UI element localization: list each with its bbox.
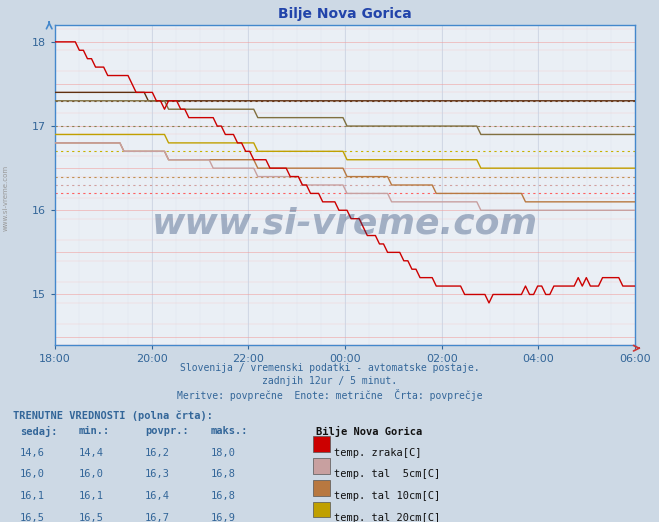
Text: maks.:: maks.: (211, 425, 248, 435)
Text: 16,8: 16,8 (211, 469, 236, 479)
Title: Bilje Nova Gorica: Bilje Nova Gorica (278, 7, 412, 21)
Text: 16,0: 16,0 (20, 469, 45, 479)
Text: temp. tal  5cm[C]: temp. tal 5cm[C] (334, 469, 440, 479)
Text: 16,9: 16,9 (211, 513, 236, 522)
Text: temp. zraka[C]: temp. zraka[C] (334, 447, 422, 457)
Text: www.si-vreme.com: www.si-vreme.com (152, 206, 538, 241)
Text: 18,0: 18,0 (211, 447, 236, 457)
Text: Slovenija / vremenski podatki - avtomatske postaje.: Slovenija / vremenski podatki - avtomats… (180, 363, 479, 373)
Text: 16,0: 16,0 (79, 469, 104, 479)
Text: 16,7: 16,7 (145, 513, 170, 522)
Text: temp. tal 20cm[C]: temp. tal 20cm[C] (334, 513, 440, 522)
Text: 16,8: 16,8 (211, 491, 236, 501)
Text: min.:: min.: (79, 425, 110, 435)
Text: 16,5: 16,5 (20, 513, 45, 522)
Text: 16,3: 16,3 (145, 469, 170, 479)
Text: Bilje Nova Gorica: Bilje Nova Gorica (316, 425, 422, 436)
Text: TRENUTNE VREDNOSTI (polna črta):: TRENUTNE VREDNOSTI (polna črta): (13, 410, 213, 421)
Text: www.si-vreme.com: www.si-vreme.com (2, 165, 9, 231)
Text: 16,4: 16,4 (145, 491, 170, 501)
Text: 14,4: 14,4 (79, 447, 104, 457)
Text: 16,1: 16,1 (20, 491, 45, 501)
Text: Meritve: povprečne  Enote: metrične  Črta: povprečje: Meritve: povprečne Enote: metrične Črta:… (177, 389, 482, 401)
Text: 16,1: 16,1 (79, 491, 104, 501)
Text: 16,5: 16,5 (79, 513, 104, 522)
Text: sedaj:: sedaj: (20, 425, 57, 436)
Text: zadnjih 12ur / 5 minut.: zadnjih 12ur / 5 minut. (262, 376, 397, 386)
Text: temp. tal 10cm[C]: temp. tal 10cm[C] (334, 491, 440, 501)
Text: povpr.:: povpr.: (145, 425, 188, 435)
Text: 16,2: 16,2 (145, 447, 170, 457)
Text: 14,6: 14,6 (20, 447, 45, 457)
